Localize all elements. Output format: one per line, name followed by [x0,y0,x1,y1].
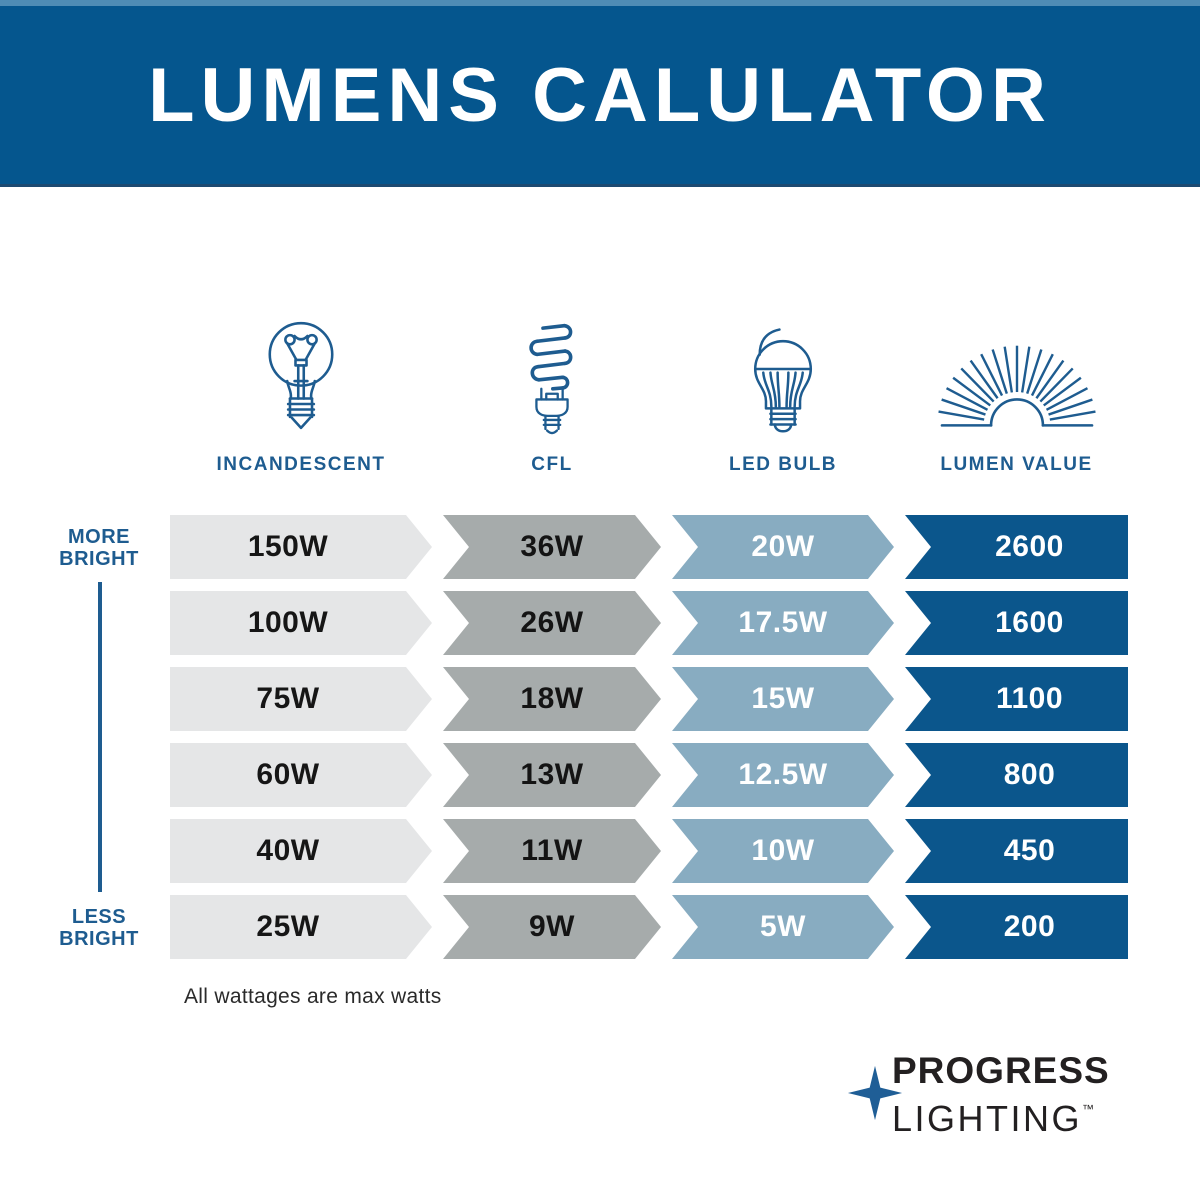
row-segment-incandescent: 60W [170,743,432,807]
row-segment-cfl: 13W [443,743,661,807]
row-segment-cfl: 26W [443,591,661,655]
table-row: 100W 26W 17.5W 1600 [170,591,1128,655]
row-segment-incandescent: 40W [170,819,432,883]
row-segment-cfl: 18W [443,667,661,731]
comparison-table: 150W 36W 20W 2600 100W 26W 17.5W 1600 75… [170,515,1128,971]
table-row: 75W 18W 15W 1100 [170,667,1128,731]
trademark-symbol: ™ [1082,1102,1095,1116]
table-row: 60W 13W 12.5W 800 [170,743,1128,807]
logo-sub: LIGHTING™ [892,1098,1095,1139]
logo-name: PROGRESS [892,1050,1110,1091]
row-segment-lumen: 1600 [905,591,1128,655]
footnote: All wattages are max watts [184,985,442,1008]
brightness-scale-line [98,582,102,892]
lumen-rays-icon [937,292,1096,438]
column-label-led: LED BULB [728,454,838,475]
brightness-more-label: MORE BRIGHT [59,526,139,570]
row-segment-led: 12.5W [672,743,894,807]
progress-lighting-logo: PROGRESS LIGHTING™ [846,1050,1156,1139]
row-segment-led: 20W [672,515,894,579]
row-segment-cfl: 9W [443,895,661,959]
column-label-cfl: CFL [531,454,573,475]
column-lumen: LUMEN VALUE [905,292,1128,476]
column-cfl: CFL [443,292,661,476]
table-row: 150W 36W 20W 2600 [170,515,1128,579]
row-segment-led: 5W [672,895,894,959]
row-segment-led: 10W [672,819,894,883]
row-segment-lumen: 450 [905,819,1128,883]
incandescent-bulb-icon [255,300,347,438]
row-segment-lumen: 200 [905,895,1128,959]
row-segment-incandescent: 25W [170,895,432,959]
page-title: LUMENS CALULATOR [148,52,1052,138]
logo-star-icon [847,1065,903,1121]
row-segment-incandescent: 100W [170,591,432,655]
row-segment-lumen: 800 [905,743,1128,807]
led-bulb-icon [738,300,828,438]
column-label-incandescent: INCANDESCENT [216,454,386,475]
column-label-lumen: LUMEN VALUE [940,454,1093,475]
row-segment-incandescent: 150W [170,515,432,579]
row-segment-lumen: 2600 [905,515,1128,579]
brightness-less-label: LESS BRIGHT [59,906,139,950]
column-incandescent: INCANDESCENT [170,292,432,476]
table-row: 25W 9W 5W 200 [170,895,1128,959]
header-banner: LUMENS CALULATOR [0,0,1200,187]
column-led: LED BULB [672,292,894,476]
row-segment-led: 17.5W [672,591,894,655]
row-segment-led: 15W [672,667,894,731]
row-segment-incandescent: 75W [170,667,432,731]
row-segment-cfl: 11W [443,819,661,883]
cfl-bulb-icon [515,300,589,438]
row-segment-lumen: 1100 [905,667,1128,731]
table-row: 40W 11W 10W 450 [170,819,1128,883]
column-headers: INCANDESCENT [170,292,1128,476]
row-segment-cfl: 36W [443,515,661,579]
